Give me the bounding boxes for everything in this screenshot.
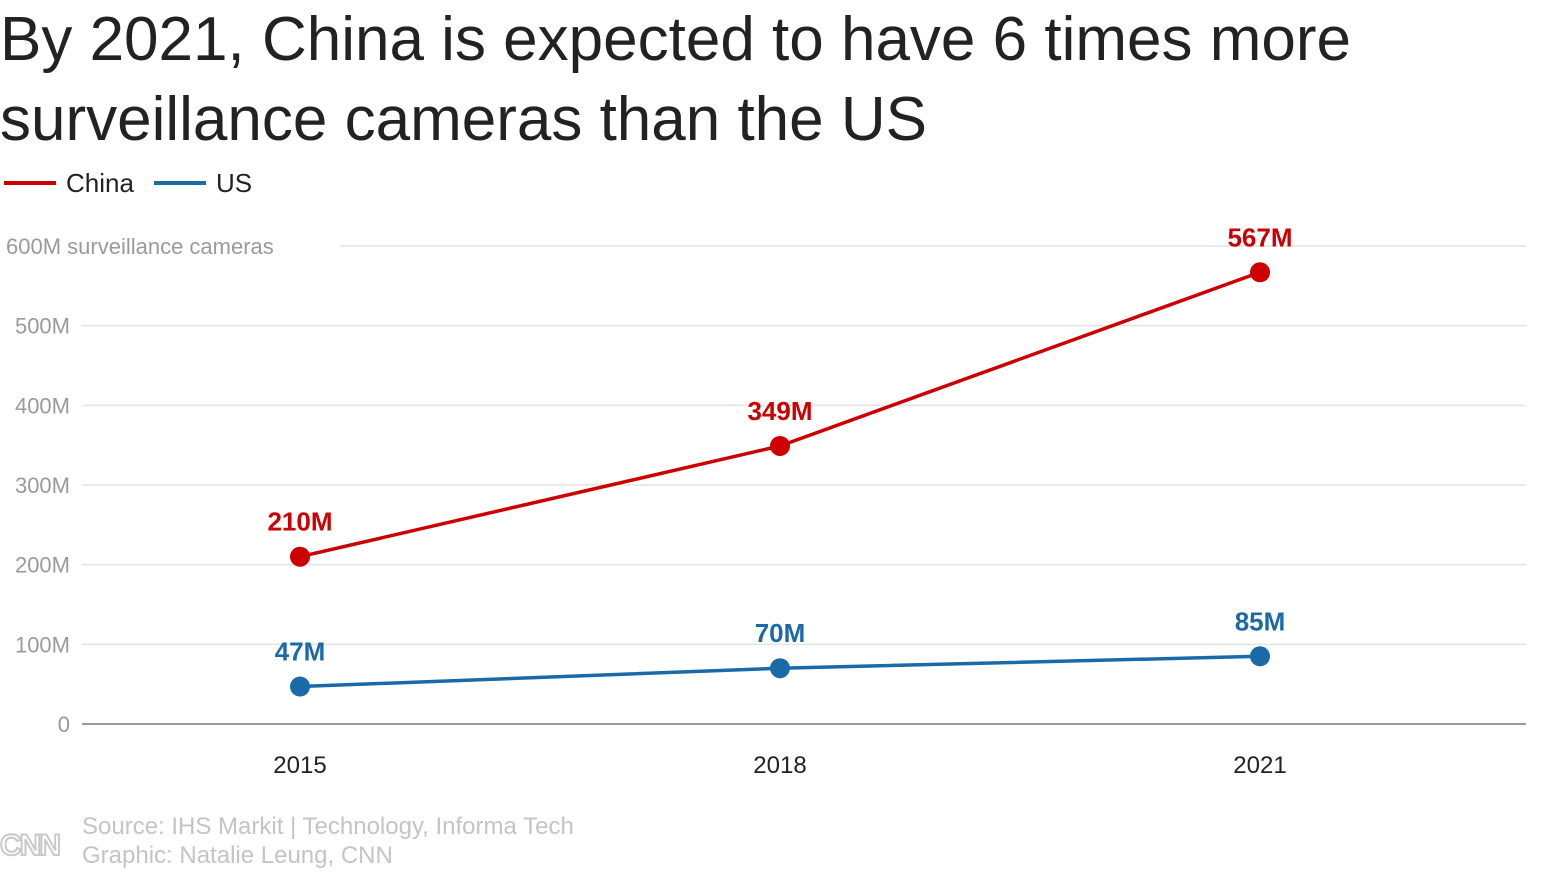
y-tick-label-600: 600M surveillance cameras (6, 234, 274, 259)
data-label-us-2021: 85M (1235, 606, 1286, 636)
chart-legend: China US (4, 166, 272, 200)
data-point-china-2018 (770, 435, 790, 456)
gridlines (82, 245, 1526, 725)
legend-item-china: China (4, 168, 134, 199)
legend-label-china: China (66, 167, 134, 198)
y-tick-label-500: 500M (15, 314, 70, 339)
y-tick-label-0: 0 (58, 712, 70, 737)
data-label-us-2018: 70M (755, 618, 806, 648)
data-label-china-2015: 210M (267, 507, 332, 537)
x-tick-label-2021: 2021 (1233, 752, 1286, 779)
data-point-china-2021 (1250, 262, 1270, 283)
data-label-china-2021: 567M (1227, 222, 1292, 252)
source-block: Source: IHS Markit | Technology, Informa… (82, 812, 574, 870)
data-point-us-2015 (290, 676, 310, 697)
y-tick-label-100: 100M (15, 632, 70, 657)
data-label-us-2015: 47M (275, 637, 326, 667)
data-point-china-2015 (290, 546, 310, 567)
y-tick-label-200: 200M (15, 553, 70, 578)
legend-label-us: US (215, 167, 253, 198)
x-tick-label-2018: 2018 (753, 752, 806, 779)
y-tick-label-300: 300M (15, 473, 70, 498)
legend-swatch-us (153, 181, 206, 185)
series-group: 210M 349M 567M 47M 70M 85M (267, 222, 1293, 697)
y-tick-label-400: 400M (15, 393, 70, 418)
footer: CNN Source: IHS Markit | Technology, Inf… (0, 812, 574, 870)
line-chart: 0 100M 200M 300M 400M 500M 600M surveillance c… (6, 222, 1526, 779)
cnn-logo: CNN (0, 828, 62, 863)
x-axis-tick-labels: 2015 2018 2021 (273, 752, 1286, 779)
legend-item-us: US (153, 167, 253, 199)
data-point-us-2018 (770, 658, 790, 679)
legend-swatch-china (4, 181, 56, 185)
data-point-us-2021 (1250, 646, 1270, 667)
y-axis-tick-labels: 0 100M 200M 300M 400M 500M 600M surveillance c… (6, 234, 274, 737)
x-tick-label-2015: 2015 (273, 752, 326, 779)
source-text: Source: IHS Markit | Technology, Informa… (82, 813, 574, 840)
data-label-china-2018: 349M (747, 396, 812, 426)
credit-text: Graphic: Natalie Leung, CNN (82, 842, 393, 869)
chart-title: By 2021, China is expected to have 6 tim… (0, 5, 1351, 154)
